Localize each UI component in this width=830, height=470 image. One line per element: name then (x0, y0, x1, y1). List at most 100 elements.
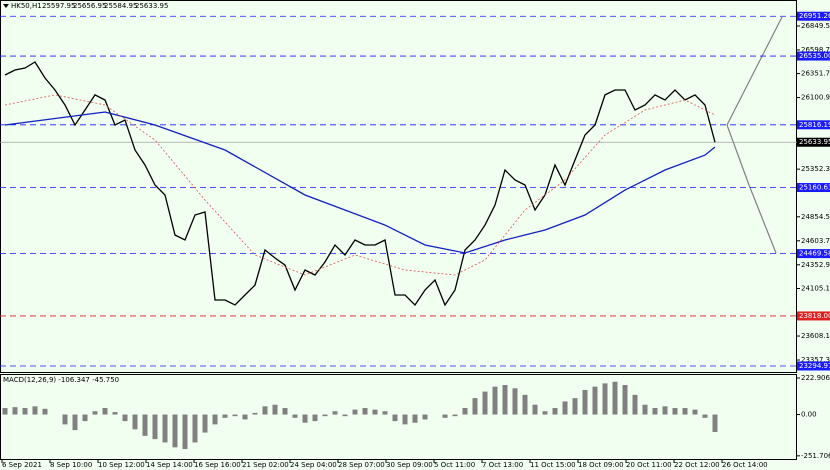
price-line (4, 111, 716, 254)
price-line (4, 61, 716, 307)
macd-bar (152, 414, 158, 440)
x-tick-label: 8 Sep 10:00 (50, 461, 92, 469)
y-tick-label: 25352.30 (801, 165, 830, 173)
macd-bar (482, 391, 488, 415)
macd-bar (372, 409, 378, 415)
macd-bar (282, 407, 288, 415)
macd-bar (382, 411, 388, 415)
level-label: 26951.26 (799, 12, 830, 20)
macd-bar (72, 414, 78, 431)
level-label: 23818.00 (799, 312, 830, 320)
macd-bar (682, 407, 688, 415)
level-box (797, 249, 830, 259)
macd-bar (442, 414, 448, 418)
macd-bar (322, 414, 328, 417)
price-frame (0, 0, 797, 373)
macd-bar (342, 414, 348, 417)
macd-bar (692, 409, 698, 415)
y-tick-label: 24105.10 (801, 284, 830, 292)
level-box (797, 361, 830, 371)
macd-bar (352, 409, 358, 415)
macd-frame (0, 374, 797, 460)
macd-bar (112, 412, 118, 415)
macd-bar (162, 414, 168, 443)
macd-bar (592, 386, 598, 415)
macd-bar (172, 414, 178, 448)
macd-bar (702, 414, 708, 418)
macd-bar (242, 414, 248, 420)
macd-bar (502, 385, 508, 415)
x-tick-label: 28 Sep 07:00 (338, 461, 385, 469)
macd-bar (122, 414, 128, 422)
x-tick-label: 30 Sep 09:00 (386, 461, 433, 469)
macd-bar (552, 407, 558, 415)
macd-bar (252, 412, 258, 415)
level-box (797, 311, 830, 321)
ohlc-value: 25597.95 (42, 2, 75, 10)
x-tick-label: 22 Oct 12:00 (674, 461, 720, 469)
x-tick-label: 6 Sep 2021 (2, 461, 42, 469)
macd-bar (302, 414, 308, 423)
macd-bar (102, 407, 108, 415)
macd-bar (462, 407, 468, 415)
y-tick-label: -251.706 (801, 452, 830, 460)
macd-bar (612, 381, 618, 415)
macd-bar (542, 411, 548, 415)
macd-bar (472, 398, 478, 415)
x-tick-label: 5 Oct 11:00 (434, 461, 475, 469)
level-label: 24469.58 (799, 250, 830, 258)
macd-bar (182, 414, 188, 449)
macd-bar (142, 414, 148, 436)
macd-bar (672, 407, 678, 415)
menu-icon (3, 4, 9, 8)
ohlc-value: 25656.95 (73, 2, 106, 10)
macd-bar (562, 401, 568, 415)
macd-bar (572, 398, 578, 415)
y-tick-label: 26100.90 (801, 94, 830, 102)
macd-bar (422, 414, 428, 420)
ohlc-value: 25633.95 (135, 2, 168, 10)
y-tick-label: 24854.50 (801, 213, 830, 221)
x-tick-label: 11 Oct 15:00 (530, 461, 576, 469)
y-tick-label: 26598.70 (801, 46, 830, 54)
level-label: 25633.95 (799, 138, 830, 146)
macd-bar (2, 407, 8, 415)
y-tick-label: 26351.70 (801, 70, 830, 78)
macd-bar (212, 414, 218, 425)
macd-bar (522, 394, 528, 415)
macd-bar (192, 414, 198, 443)
x-tick-label: 20 Oct 11:00 (626, 461, 672, 469)
macd-bar (632, 394, 638, 415)
symbol: HK50,H1 (11, 2, 42, 10)
macd-bar (532, 404, 538, 415)
macd-bar (662, 406, 668, 415)
macd-bar (82, 414, 88, 422)
level-label: 23294.97 (799, 362, 830, 370)
y-tick-label: 0.00 (801, 411, 817, 419)
macd-bar (232, 414, 238, 417)
projection-arrows (726, 16, 783, 254)
arrow (726, 16, 783, 126)
macd-bar (292, 414, 298, 418)
macd-bar (22, 407, 28, 415)
macd-bar (132, 414, 138, 430)
macd-bar (312, 414, 318, 422)
macd-bar (492, 386, 498, 415)
x-tick-label: 21 Sep 02:00 (242, 461, 289, 469)
macd-bar (582, 389, 588, 415)
macd-bar (402, 414, 408, 425)
macd-bar (222, 414, 228, 418)
level-box (797, 137, 830, 147)
x-tick-label: 10 Sep 12:00 (98, 461, 145, 469)
macd-bar (602, 383, 608, 415)
y-tick-label: 24603.70 (801, 237, 830, 245)
macd-bar (272, 404, 278, 415)
y-tick-label: 24352.90 (801, 261, 830, 269)
macd-bar (92, 411, 98, 415)
macd-title: MACD(12,26,9) -106.347 -45.750 (3, 376, 119, 384)
x-tick-label: 16 Sep 16:00 (194, 461, 241, 469)
macd-bar (362, 407, 368, 415)
macd-bar (642, 404, 648, 415)
x-tick-label: 26 Oct 14:00 (722, 461, 768, 469)
y-tick-label: 23357.30 (801, 356, 830, 364)
